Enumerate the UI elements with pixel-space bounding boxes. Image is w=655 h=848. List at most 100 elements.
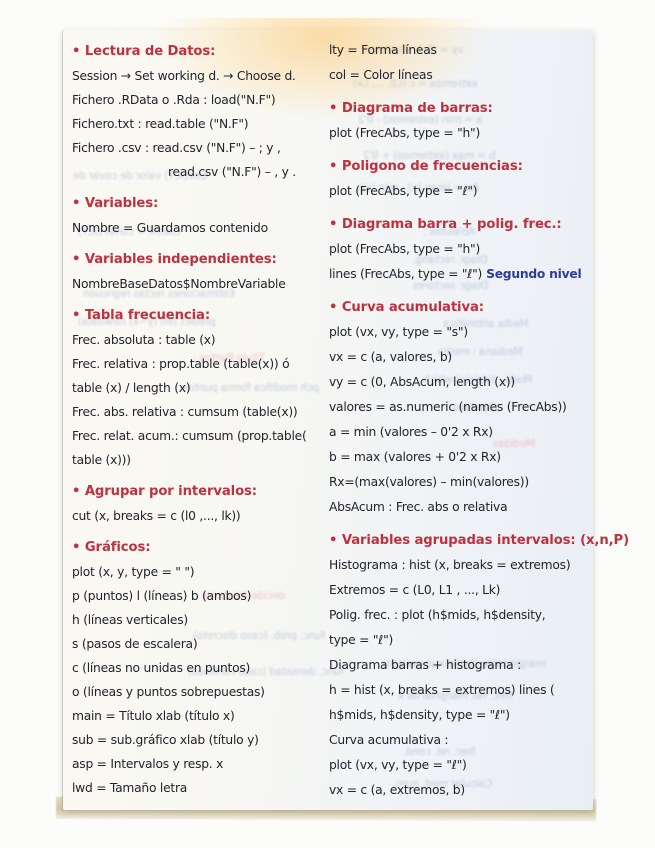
note-text: • Gráficos: [72,540,151,555]
note-text: Nombre = Guardamos contenido [72,221,268,235]
note-line: plot (FrecAbs, type = "h") [329,237,591,262]
note-text: • Tabla frecuencia: [72,308,210,323]
note-text: Session → Set working d. → Choose d. [72,69,296,83]
note-line: lines (FrecAbs, type = "ℓ") Segundo nive… [329,262,591,287]
note-text: h = hist (x, breaks = extremos) lines ( [329,683,555,697]
note-text: NombreBaseDatos$NombreVariable [72,277,286,291]
section-heading: • Agrupar por intervalos: [72,480,326,504]
note-line: b = max (valores + 0'2 x Rx) [329,445,591,470]
note-text: o (líneas y puntos sobrepuestas) [72,685,265,699]
note-line: plot (FrecAbs, type = "ℓ") [329,179,591,204]
note-text: table (x))) [72,453,131,467]
note-text: Extremos = c (L0, L1 , ..., Lk) [329,583,501,597]
note-text: lwd = Tamaño letra [72,781,188,795]
note-text: Frec. relat. acum.: cumsum (prop.table( [72,429,307,443]
note-text: plot (FrecAbs, type = "h") [329,126,480,140]
note-text: valores = as.numeric (names (FrecAbs)) [329,400,567,414]
note-text: lty = Forma líneas [329,43,437,57]
note-line: Nombre = Guardamos contenido [72,216,326,240]
note-text: Fichero .RData o .Rda : load("N.F") [72,93,276,107]
note-line: Frec. abs. relativa : cumsum (table(x)) [72,400,326,424]
note-line: s (pasos de escalera) [72,632,326,656]
note-line: lwd = Tamaño letra [72,776,326,800]
note-text: Histograma : hist (x, breaks = extremos) [329,558,571,572]
notes-column-left: • Lectura de Datos: Session → Set working… [72,32,326,800]
note-text: c (líneas no unidas en puntos) [72,661,251,675]
note-line: Curva acumulativa : [329,728,591,753]
note-text: • Lectura de Datos: [72,44,216,59]
note-text: • Variables independientes: [72,252,277,267]
note-text: col = Color líneas [329,68,433,82]
note-line: o (líneas y puntos sobrepuestas) [72,680,326,704]
note-text: b = max (valores + 0'2 x Rx) [329,450,501,464]
note-text: • Diagrama de barras: [329,101,493,116]
note-line: plot (vx, vy, type = "ℓ") [329,753,591,778]
section-heading: • Diagrama de barras: [329,96,591,121]
note-annotation-blue: Segundo nivel [482,267,582,281]
note-text: type = "ℓ") [329,633,394,647]
note-text: vy = c (0, AbsAcum, length (x)) [329,375,515,389]
note-text: Diagrama barras + histograma : [329,658,521,672]
note-text: vx = c (a, valores, b) [329,350,452,364]
note-line: Extremos = c (L0, L1 , ..., Lk) [329,578,591,603]
note-line: plot (vx, vy, type = "s") [329,320,591,345]
section-heading: • Curva acumulativa: [329,295,591,320]
note-line: vx = c (a, valores, b) [329,345,591,370]
note-line: table (x) / length (x) [72,376,326,400]
note-text: plot (FrecAbs, type = "h") [329,242,480,256]
note-text: h$mids, h$density, type = "ℓ") [329,708,510,722]
notes-column-right: lty = Forma líneas col = Color líneas • Di… [329,38,629,803]
note-text: Rx=(max(valores) – min(valores)) [329,475,529,489]
note-text: main = Título xlab (título x) [72,709,235,723]
note-line: Fichero .RData o .Rda : load("N.F") [72,88,326,112]
note-text: • Variables: [72,196,159,211]
note-line: p (puntos) l (líneas) b (ambos) [72,584,326,608]
section-heading: • Lectura de Datos: [72,40,326,64]
note-text: Frec. abs. relativa : cumsum (table(x)) [72,405,298,419]
note-line: h = hist (x, breaks = extremos) lines ( [329,678,591,703]
section-heading: • Diagrama barra + polig. frec.: [329,212,591,237]
note-line: c (líneas no unidas en puntos) [72,656,326,680]
note-text: s (pasos de escalera) [72,637,198,651]
section-heading: • Poligono de frecuencias: [329,154,591,179]
note-text: a = min (valores – 0'2 x Rx) [329,425,493,439]
note-text: asp = Intervalos y resp. x [72,757,224,771]
note-line: Fichero .csv : read.csv ("N.F") – ; y , [72,136,326,160]
section-heading: • Variables: [72,192,326,216]
note-line: Rx=(max(valores) – min(valores)) [329,470,591,495]
note-text: • Agrupar por intervalos: [72,484,257,499]
note-text: • Variables agrupadas intervalos: (x,n,P… [329,533,630,548]
note-line: plot (x, y, type = " ") [72,560,326,584]
section-heading: • Tabla frecuencia: [72,304,326,328]
note-text: Fichero .csv : read.csv ("N.F") – ; y , [72,141,281,155]
note-line: plot (FrecAbs, type = "h") [329,121,591,146]
note-line: NombreBaseDatos$NombreVariable [72,272,326,296]
note-line: Frec. relativa : prop.table (table(x)) ó [72,352,326,376]
note-line: Session → Set working d. → Choose d. [72,64,326,88]
note-line: AbsAcum : Frec. abs o relativa [329,495,591,520]
note-line: cut (x, breaks = c (l0 ,..., lk)) [72,504,326,528]
note-line: table (x))) [72,448,326,472]
note-text: AbsAcum : Frec. abs o relativa [329,500,508,514]
note-text: plot (vx, vy, type = "ℓ") [329,758,467,772]
note-text: Frec. absoluta : table (x) [72,333,216,347]
note-line: h (líneas verticales) [72,608,326,632]
note-text: table (x) / length (x) [72,381,191,395]
note-line: vy = c (0, AbsAcum, length (x)) [329,370,591,395]
note-line: Frec. relat. acum.: cumsum (prop.table( [72,424,326,448]
note-text: Curva acumulativa : [329,733,449,747]
note-line: sub = sub.gráfico xlab (título y) [72,728,326,752]
note-line: h$mids, h$density, type = "ℓ") [329,703,591,728]
note-text: • Poligono de frecuencias: [329,159,523,174]
note-line: read.csv ("N.F") – , y . [72,160,326,184]
note-text: vx = c (a, extremos, b) [329,783,465,797]
note-line: main = Título xlab (título x) [72,704,326,728]
note-line: type = "ℓ") [329,628,591,653]
note-text: lines (FrecAbs, type = "ℓ") [329,267,483,281]
note-line: lty = Forma líneas [329,38,591,63]
note-line: Diagrama barras + histograma : [329,653,591,678]
note-line: Frec. absoluta : table (x) [72,328,326,352]
note-text: plot (FrecAbs, type = "ℓ") [329,184,478,198]
section-heading: • Variables independientes: [72,248,326,272]
